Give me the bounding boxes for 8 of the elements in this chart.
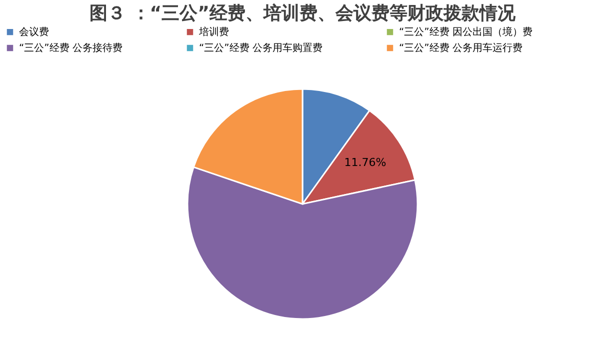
legend-label: “三公”经费 公务用车购置费 bbox=[199, 42, 323, 54]
chart-title: 图３ ：“三公”经费、培训费、会议费等财政拨款情况 bbox=[90, 3, 516, 24]
legend-label: “三公”经费 公务接待费 bbox=[19, 42, 123, 54]
legend-label: “三公”经费 公务用车运行费 bbox=[399, 42, 523, 54]
legend-label: 培训费 bbox=[198, 26, 229, 38]
data-label: 11.76% bbox=[344, 156, 386, 169]
legend-label: “三公”经费 因公出国（境）费 bbox=[399, 26, 533, 38]
legend-label: 会议费 bbox=[19, 26, 49, 38]
